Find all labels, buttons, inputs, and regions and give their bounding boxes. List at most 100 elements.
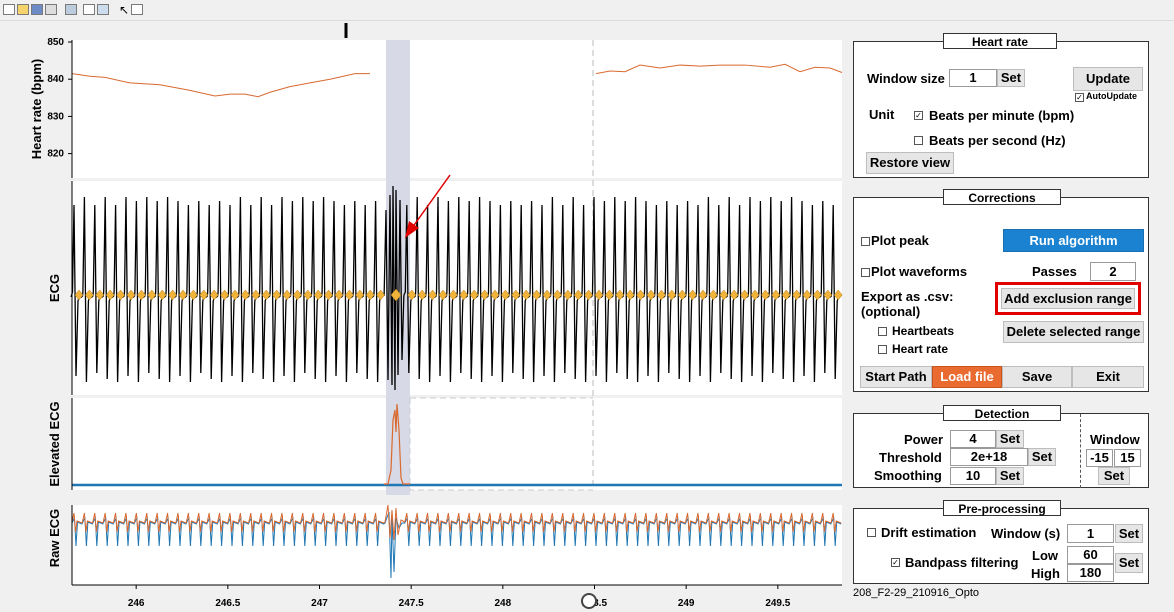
save-icon[interactable] bbox=[31, 4, 43, 15]
threshold-field[interactable]: 2e+18 bbox=[950, 448, 1028, 466]
peak-marker bbox=[709, 289, 718, 301]
save-button[interactable]: Save bbox=[1002, 366, 1072, 388]
x-tick-label: 246.5 bbox=[215, 598, 240, 609]
power-label: Power bbox=[904, 432, 944, 447]
bps-label: Beats per second (Hz) bbox=[929, 133, 1066, 148]
window-min-field[interactable]: -15 bbox=[1086, 449, 1113, 467]
copy-icon[interactable] bbox=[83, 4, 95, 15]
layout-icon[interactable] bbox=[131, 4, 143, 15]
cursor-icon[interactable]: ↖ bbox=[119, 3, 130, 17]
window-s-field[interactable]: 1 bbox=[1067, 524, 1114, 543]
peak-marker bbox=[261, 289, 271, 301]
autoupdate-checkbox[interactable]: ✓ bbox=[1075, 93, 1084, 102]
delete-selected-range-button[interactable]: Delete selected range bbox=[1003, 321, 1144, 343]
peak-marker bbox=[563, 289, 573, 301]
peak-marker bbox=[209, 289, 219, 301]
plot-waveforms-checkbox[interactable] bbox=[861, 268, 870, 277]
peak-marker bbox=[729, 289, 739, 301]
run-algorithm-button[interactable]: Run algorithm bbox=[1003, 229, 1144, 252]
heart-rate-export-checkbox[interactable] bbox=[878, 345, 887, 354]
elevated-ecg-trace bbox=[384, 403, 410, 485]
threshold-set-button[interactable]: Set bbox=[1028, 448, 1056, 466]
heart-rate-panel-title: Heart rate bbox=[943, 33, 1057, 49]
window-size-set-button[interactable]: Set bbox=[997, 69, 1025, 87]
peak-marker bbox=[532, 289, 541, 301]
x-tick-label: 249.5 bbox=[765, 598, 790, 609]
bandpass-set-button[interactable]: Set bbox=[1115, 553, 1143, 573]
detection-panel-title: Detection bbox=[943, 405, 1061, 421]
update-button[interactable]: Update bbox=[1073, 67, 1143, 91]
hr-y-tick-label: 820 bbox=[47, 149, 64, 160]
add-exclusion-range-button[interactable]: Add exclusion range bbox=[1001, 288, 1135, 309]
peak-marker bbox=[521, 289, 531, 301]
drift-estimation-checkbox[interactable] bbox=[867, 528, 876, 537]
peak-marker bbox=[792, 289, 801, 301]
window-max-field[interactable]: 15 bbox=[1114, 449, 1141, 467]
peak-marker bbox=[594, 289, 604, 301]
window-s-label: Window (s) bbox=[991, 526, 1061, 541]
window-size-field[interactable]: 1 bbox=[949, 69, 997, 87]
peak-marker bbox=[376, 289, 385, 301]
new-file-icon[interactable] bbox=[3, 4, 15, 15]
peak-marker bbox=[178, 289, 188, 301]
peak-marker bbox=[293, 289, 302, 301]
peak-marker bbox=[573, 289, 583, 301]
detection-divider bbox=[1080, 414, 1081, 488]
power-field[interactable]: 4 bbox=[950, 430, 996, 448]
high-field[interactable]: 180 bbox=[1067, 564, 1114, 582]
peak-marker bbox=[833, 289, 843, 301]
low-field[interactable]: 60 bbox=[1067, 546, 1114, 564]
peak-marker bbox=[345, 289, 354, 301]
load-file-button[interactable]: Load file bbox=[932, 366, 1002, 388]
passes-label: Passes bbox=[1032, 264, 1077, 279]
peak-marker bbox=[85, 289, 94, 301]
peak-marker bbox=[781, 289, 791, 301]
open-folder-icon[interactable] bbox=[17, 4, 29, 15]
power-set-button[interactable]: Set bbox=[996, 430, 1024, 448]
smoothing-set-button[interactable]: Set bbox=[996, 467, 1024, 485]
zoom-icon[interactable] bbox=[65, 4, 77, 15]
peak-marker bbox=[646, 289, 656, 301]
passes-field[interactable]: 2 bbox=[1090, 262, 1136, 281]
peak-marker bbox=[126, 289, 136, 301]
restore-view-button[interactable]: Restore view bbox=[866, 152, 954, 174]
heartbeats-checkbox[interactable] bbox=[878, 327, 887, 336]
peak-marker bbox=[750, 289, 760, 301]
bpm-checkbox[interactable]: ✓ bbox=[914, 111, 923, 120]
peak-marker bbox=[95, 289, 105, 301]
heart-rate-trace-b bbox=[595, 63, 843, 75]
low-label: Low bbox=[1032, 548, 1058, 563]
detection-panel: Detection Power 4 Set Threshold 2e+18 Se… bbox=[853, 405, 1149, 488]
bandpass-checkbox[interactable]: ✓ bbox=[891, 558, 900, 567]
peak-marker bbox=[74, 289, 84, 301]
smoothing-label: Smoothing bbox=[874, 468, 942, 483]
peak-marker bbox=[137, 289, 146, 301]
ecg-trace bbox=[70, 185, 843, 391]
drift-estimation-label: Drift estimation bbox=[881, 525, 977, 540]
bps-checkbox[interactable] bbox=[914, 136, 923, 145]
raw-ecg-trace-orange bbox=[71, 504, 842, 541]
start-path-button[interactable]: Start Path bbox=[860, 366, 932, 388]
peak-marker bbox=[220, 289, 229, 301]
peak-marker bbox=[553, 289, 562, 301]
x-tick-label: 247.5 bbox=[399, 598, 424, 609]
heart-rate-axes-bg bbox=[72, 40, 842, 178]
threshold-label: Threshold bbox=[879, 450, 942, 465]
plot-peak-checkbox[interactable] bbox=[861, 237, 870, 246]
window-s-set-button[interactable]: Set bbox=[1115, 524, 1143, 543]
smoothing-field[interactable]: 10 bbox=[950, 467, 996, 485]
x-tick-label: 248 bbox=[494, 598, 511, 609]
peak-marker bbox=[365, 289, 375, 301]
plot-waveforms-label: Plot waveforms bbox=[871, 264, 968, 279]
print-icon[interactable] bbox=[45, 4, 57, 15]
properties-icon[interactable] bbox=[97, 4, 109, 15]
peak-marker bbox=[105, 289, 115, 301]
exit-button[interactable]: Exit bbox=[1072, 366, 1144, 388]
peak-marker bbox=[677, 289, 687, 301]
window-set-button[interactable]: Set bbox=[1098, 467, 1130, 485]
zoom-cursor-icon bbox=[581, 593, 597, 609]
peak-marker bbox=[303, 289, 313, 301]
toolbar: ↖ bbox=[0, 0, 1174, 21]
elevated-axes-bg bbox=[72, 398, 842, 490]
